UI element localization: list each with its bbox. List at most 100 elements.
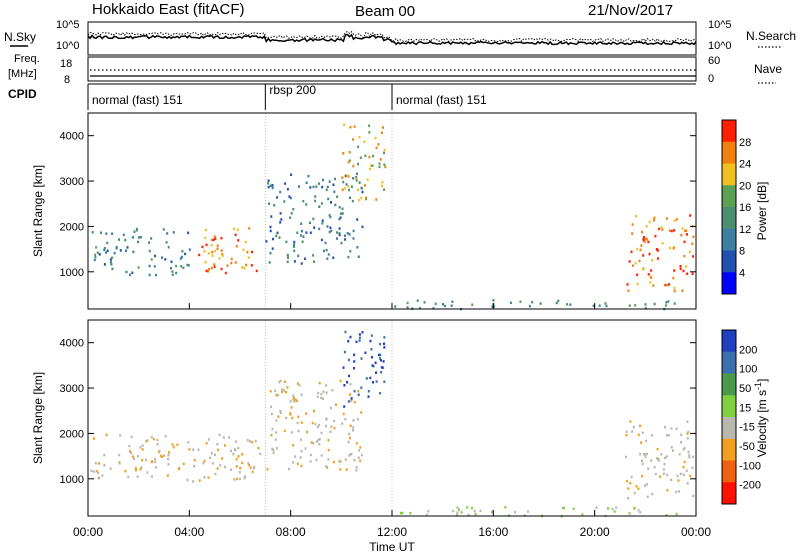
echo-cell: [364, 351, 367, 354]
echo-cell: [198, 479, 201, 482]
echo-cell: [348, 436, 351, 440]
echo-cell: [294, 455, 297, 458]
velocity-panel: 1000 2000 3000 4000 Slant Range [km]: [31, 319, 697, 518]
y-tick-label: 4000: [60, 131, 84, 143]
echo-cell: [167, 457, 170, 461]
echo-cell: [187, 441, 190, 444]
echo-cell: [456, 514, 458, 517]
echo-cell: [271, 247, 274, 250]
echo-cell: [325, 391, 328, 394]
echo-cell: [136, 475, 139, 478]
echo-cell: [301, 229, 303, 233]
echo-cell: [232, 452, 235, 456]
echo-cell: [372, 364, 375, 368]
echo-cell: [181, 250, 184, 253]
echo-cell: [379, 392, 382, 395]
echo-cell: [313, 260, 316, 263]
nsky-panel: N.Sky 10^5 10^0 10^5 10^0 N.Search: [4, 19, 796, 56]
nave-tick-bottom: 0: [708, 73, 714, 85]
echo-cell: [348, 454, 351, 457]
echo-cell: [356, 418, 359, 421]
echo-cell: [130, 435, 133, 439]
echo-cell: [154, 466, 157, 469]
echo-cell: [347, 358, 350, 362]
echo-cell: [358, 336, 361, 340]
echo-cell: [639, 424, 641, 428]
echo-cell: [340, 241, 343, 245]
echo-cell: [321, 185, 324, 189]
colorbar-segment: [722, 417, 736, 440]
echo-cell: [139, 467, 142, 471]
echo-cell: [353, 125, 356, 128]
echo-cell: [653, 465, 656, 469]
echo-cell: [299, 234, 302, 237]
echo-cell: [561, 506, 564, 510]
echo-cell: [141, 459, 143, 462]
echo-cell: [125, 270, 128, 274]
echo-cell: [333, 426, 336, 430]
echo-cell: [182, 266, 185, 270]
echo-cell: [683, 254, 686, 258]
colorbar-tick-label: 28: [739, 137, 751, 149]
echo-cell: [356, 218, 359, 221]
echo-cell: [146, 471, 149, 474]
echo-cell: [248, 463, 251, 467]
echo-cell: [627, 496, 630, 500]
echo-cell: [201, 245, 204, 249]
echo-cell: [400, 511, 402, 515]
echo-cell: [309, 453, 312, 457]
echo-cell: [667, 433, 670, 437]
echo-cell: [471, 506, 473, 510]
nsky-series: [87, 33, 697, 46]
echo-cell: [660, 226, 663, 229]
echo-cell: [294, 398, 297, 401]
echo-cell: [172, 445, 175, 449]
echo-cell: [211, 462, 214, 465]
echo-cell: [312, 254, 315, 257]
echo-cell: [634, 262, 637, 265]
echo-cell: [105, 251, 107, 254]
echo-cell: [222, 436, 225, 439]
echo-cell: [358, 339, 361, 342]
echo-cell: [322, 178, 324, 182]
echo-cell: [289, 196, 292, 200]
echo-cell: [383, 188, 386, 191]
echo-cell: [360, 187, 363, 190]
echo-cell: [320, 238, 323, 242]
echo-cell: [382, 366, 385, 369]
colorbar-segment: [722, 228, 736, 251]
echo-cell: [371, 164, 374, 167]
y-tick-label: 2000: [60, 221, 84, 233]
freq-panel: Freq. [MHz] 18 8 60 0 Nave: [8, 53, 782, 86]
nsky-tick-bottom: 10^0: [56, 40, 80, 52]
colorbar-segment: [722, 272, 736, 295]
colorbar-segment: [722, 330, 736, 353]
echo-cell: [343, 123, 346, 126]
echo-cell: [91, 231, 94, 234]
echo-cell: [383, 151, 385, 155]
echo-cell: [355, 442, 358, 445]
echo-cell: [474, 512, 477, 516]
echo-cell: [230, 257, 233, 261]
echo-cell: [266, 467, 269, 471]
echo-cell: [676, 474, 679, 478]
echo-cell: [642, 254, 645, 257]
echo-cell: [267, 179, 270, 182]
echo-cell: [257, 446, 260, 450]
echo-cell: [233, 227, 236, 231]
echo-cell: [316, 395, 319, 398]
echo-cell: [230, 261, 233, 265]
echo-cell: [269, 251, 272, 255]
echo-cell: [644, 484, 646, 487]
echo-cell: [322, 397, 324, 401]
echo-cell: [645, 452, 648, 456]
echo-cell: [218, 257, 221, 260]
echo-cell: [514, 511, 517, 514]
echo-cell: [320, 431, 323, 435]
echo-cell: [581, 513, 584, 516]
echo-cell: [325, 424, 327, 428]
echo-cell: [352, 138, 355, 141]
echo-cell: [297, 415, 300, 418]
echo-cell: [170, 260, 173, 264]
echo-cell: [129, 273, 131, 277]
